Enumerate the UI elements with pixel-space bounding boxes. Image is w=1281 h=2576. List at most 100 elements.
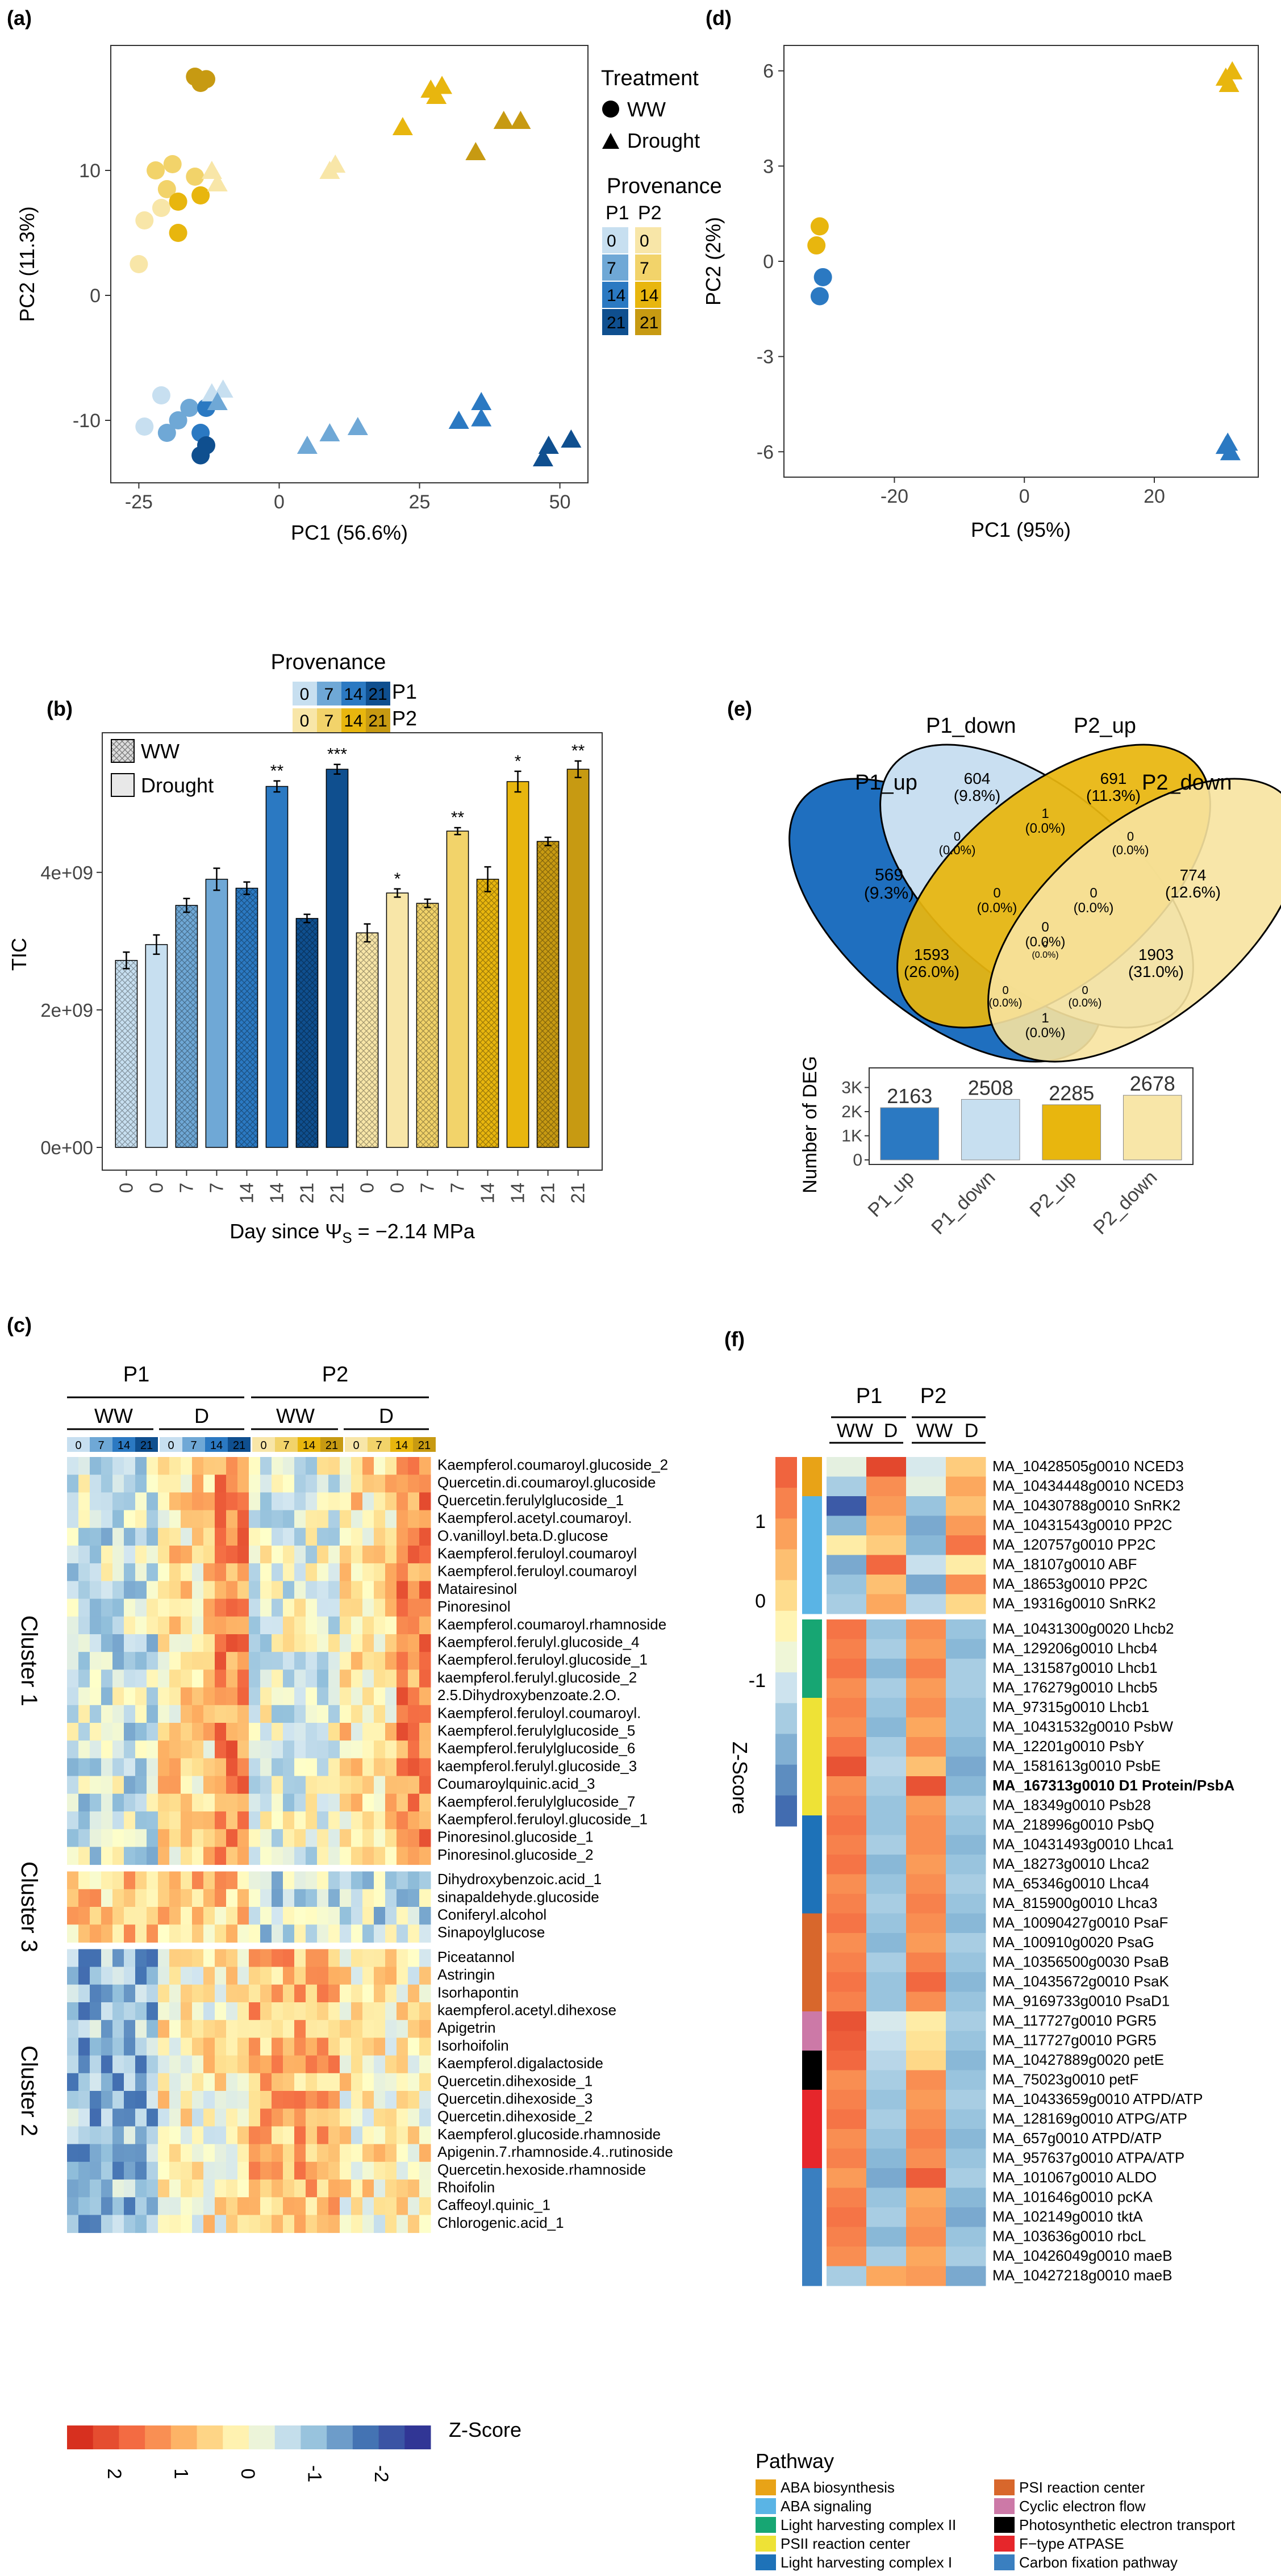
c-metabolite-label: sinapaldehyde.glucoside xyxy=(437,1888,599,1905)
f-heat-cell xyxy=(866,1698,907,1718)
f-heat-cell xyxy=(827,1555,867,1575)
c-heat-cell xyxy=(272,2020,283,2038)
c-heat-cell xyxy=(124,1723,136,1741)
c-colorbar-segment xyxy=(93,2425,119,2449)
c-heat-cell xyxy=(272,2073,283,2091)
c-heat-cell xyxy=(101,1616,113,1635)
c-heat-cell xyxy=(181,1811,193,1830)
c-heat-cell xyxy=(260,2091,272,2109)
c-heat-cell xyxy=(351,1475,363,1493)
c-heat-cell xyxy=(306,2180,318,2198)
c-heat-cell xyxy=(374,1705,386,1723)
c-heat-cell xyxy=(294,2215,306,2233)
panel-b-y-label: TIC xyxy=(7,938,31,971)
b-xtick-label: 21 xyxy=(537,1183,558,1204)
b-bar xyxy=(115,959,138,1148)
c-heat-cell xyxy=(397,2126,408,2145)
c-heat-cell xyxy=(260,2126,272,2145)
f-pathway-annotation xyxy=(802,1913,822,1934)
b-xlabel-psi: Ψ xyxy=(325,1220,342,1243)
c-heat-cell xyxy=(362,1847,374,1865)
c-heat-cell xyxy=(328,1949,340,1968)
c-group-p2: P2 xyxy=(322,1363,348,1387)
c-heat-cell xyxy=(328,1907,340,1925)
f-heat-cell xyxy=(906,1737,946,1757)
b-bar xyxy=(536,841,560,1148)
c-heat-cell xyxy=(374,1776,386,1794)
c-heat-cell xyxy=(78,1457,90,1475)
f-colorbar-segment xyxy=(775,1580,797,1611)
f-heat-cell xyxy=(827,1835,867,1855)
b-legend-row-p1: P1 xyxy=(392,680,417,703)
f-pathway-annotation xyxy=(802,1933,822,1953)
c-heat-cell xyxy=(317,1949,329,1968)
legend-p1-day-swatch xyxy=(602,309,628,335)
c-heat-cell xyxy=(147,1652,158,1670)
f-heat-cell xyxy=(906,2011,946,2031)
b-legend-day: 0 xyxy=(300,685,310,704)
c-heat-cell xyxy=(283,2215,295,2233)
f-heat-cell xyxy=(866,2207,907,2227)
c-heat-cell xyxy=(294,1669,306,1688)
b-bar xyxy=(566,769,590,1148)
c-heat-cell xyxy=(192,1949,204,1968)
f-pathway-annotation xyxy=(802,1555,822,1575)
c-heat-cell xyxy=(78,1634,90,1652)
c-heat-cell xyxy=(147,1984,158,2003)
f-pathway-legend-label: PSII reaction center xyxy=(781,2535,911,2552)
c-heat-cell xyxy=(408,1907,420,1925)
venn-region-count: 1 xyxy=(1041,1011,1049,1026)
e-deg-bar-value: 2163 xyxy=(887,1084,932,1108)
c-heat-cell xyxy=(147,1776,158,1794)
c-heat-cell xyxy=(340,1563,352,1581)
c-heat-cell xyxy=(306,2144,318,2162)
c-heat-cell xyxy=(124,2038,136,2056)
c-heat-cell xyxy=(237,2161,249,2180)
f-colorbar-segment xyxy=(775,1764,797,1796)
c-metabolite-label: Isorhoifolin xyxy=(437,2037,509,2054)
c-heat-cell xyxy=(362,1811,374,1830)
c-heat-cell xyxy=(135,2055,147,2074)
c-heat-cell xyxy=(203,1510,215,1529)
c-heat-cell xyxy=(135,2109,147,2127)
c-heat-cell xyxy=(408,1967,420,1985)
c-heat-cell xyxy=(215,2091,227,2109)
c-heat-cell xyxy=(78,2197,90,2215)
f-heat-cell xyxy=(946,1575,986,1594)
c-heat-cell xyxy=(158,2197,170,2215)
c-heat-cell xyxy=(112,1811,124,1830)
c-heat-cell xyxy=(397,1616,408,1635)
f-heat-cell xyxy=(946,1952,986,1973)
c-heat-cell xyxy=(362,2091,374,2109)
c-heat-cell xyxy=(112,1457,124,1475)
venn-region-count: 1 xyxy=(1041,806,1049,821)
c-heat-cell xyxy=(249,1705,261,1723)
c-heat-cell xyxy=(351,1723,363,1741)
c-heat-cell xyxy=(408,1492,420,1511)
c-heat-cell xyxy=(124,1492,136,1511)
f-heat-cell xyxy=(946,2109,986,2130)
c-heat-cell xyxy=(124,1907,136,1925)
c-heat-cell xyxy=(351,1510,363,1529)
c-heat-cell xyxy=(306,1871,318,1890)
c-heat-cell xyxy=(362,1687,374,1706)
c-heat-cell xyxy=(260,1705,272,1723)
c-heat-cell xyxy=(294,1475,306,1493)
f-heat-cell xyxy=(946,1619,986,1639)
c-heat-cell xyxy=(112,1652,124,1670)
c-heat-cell xyxy=(181,1793,193,1812)
c-heat-cell xyxy=(249,2215,261,2233)
c-heat-cell xyxy=(385,1581,397,1600)
c-heat-cell xyxy=(78,1949,90,1968)
b-xtick-label: 21 xyxy=(326,1183,347,1204)
c-heat-cell xyxy=(215,1984,227,2003)
c-heat-cell xyxy=(181,1634,193,1652)
panel-a-point-ww xyxy=(135,417,154,436)
f-pathway-annotation xyxy=(802,1737,822,1757)
c-heat-cell xyxy=(135,1527,147,1546)
c-metabolite-label: Dihydroxybenzoic.acid_1 xyxy=(437,1871,602,1888)
panel-a-point-ww xyxy=(191,186,210,204)
c-heat-cell xyxy=(124,1546,136,1564)
f-heat-cell xyxy=(827,1496,867,1516)
